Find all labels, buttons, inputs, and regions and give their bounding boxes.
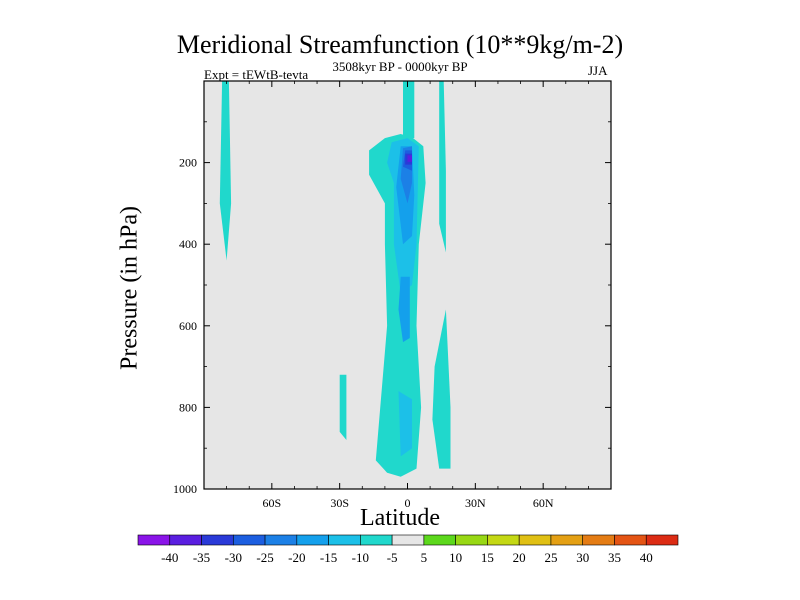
- contour-region-2: [219, 81, 232, 261]
- contour-region-1: [403, 81, 415, 139]
- colorbar-label: 30: [576, 550, 589, 565]
- colorbar-label: -20: [288, 550, 305, 565]
- colorbar-label: 15: [481, 550, 494, 565]
- colorbar-swatch: [296, 534, 329, 546]
- colorbar-label: 10: [449, 550, 462, 565]
- colorbar-label: 20: [513, 550, 526, 565]
- chart-subtitle: 3508kyr BP - 0000kyr BP: [332, 59, 468, 74]
- colorbar-label: -40: [161, 550, 178, 565]
- colorbar-swatch: [487, 534, 520, 546]
- contour-region-14: [473, 174, 476, 208]
- colorbar-label: 25: [544, 550, 557, 565]
- contour-region-9: [398, 276, 410, 343]
- contour-region-7: [398, 391, 412, 457]
- colorbar-label: 35: [608, 550, 621, 565]
- colorbar-swatch: [614, 534, 647, 546]
- colorbar-label: -5: [387, 550, 398, 565]
- colorbar-swatch: [137, 534, 171, 546]
- x-tick-label: 30N: [465, 496, 486, 510]
- colorbar-swatch: [232, 534, 266, 546]
- colorbar-swatch: [550, 534, 584, 546]
- colorbar-swatch: [518, 534, 552, 546]
- season-label: JJA: [588, 63, 608, 78]
- colorbar-label: 5: [421, 550, 428, 565]
- colorbar-swatch: [169, 534, 202, 546]
- colorbar-label: -30: [225, 550, 242, 565]
- x-tick-label: 30S: [330, 496, 349, 510]
- y-tick-label: 400: [179, 237, 197, 251]
- x-tick-label: 0: [405, 496, 411, 510]
- contour-region-3: [439, 81, 446, 253]
- colorbar-swatch: [423, 534, 456, 546]
- colorbar-swatch: [582, 534, 615, 546]
- colorbar-label: -15: [320, 550, 337, 565]
- chart-title: Meridional Streamfunction (10**9kg/m-2): [176, 30, 624, 59]
- y-tick-label: 200: [179, 156, 197, 170]
- contour-region-5: [339, 374, 347, 440]
- contour-region-15: [423, 342, 431, 445]
- colorbar-swatch: [455, 534, 488, 546]
- colorbar-swatch: [360, 534, 393, 546]
- y-tick-label: 600: [179, 319, 197, 333]
- colorbar-label: 40: [640, 550, 653, 565]
- colorbar-swatch: [328, 534, 361, 546]
- colorbar-swatch: [391, 534, 425, 546]
- contour-region-4: [432, 309, 451, 469]
- colorbar-swatch: [201, 534, 234, 546]
- x-axis-label: Latitude: [360, 505, 440, 531]
- colorbar-label: -25: [256, 550, 273, 565]
- contour-region-13: [407, 155, 412, 162]
- experiment-label: Expt = tEWtB-tevta: [204, 67, 309, 82]
- y-tick-label: 800: [179, 400, 197, 414]
- x-tick-label: 60S: [262, 496, 281, 510]
- colorbar-label: -35: [193, 550, 210, 565]
- x-tick-label: 60N: [533, 496, 554, 510]
- colorbar-label: -10: [352, 550, 369, 565]
- colorbar-swatch: [264, 534, 298, 546]
- y-tick-label: 1000: [173, 482, 197, 496]
- colorbar-swatch: [645, 534, 679, 546]
